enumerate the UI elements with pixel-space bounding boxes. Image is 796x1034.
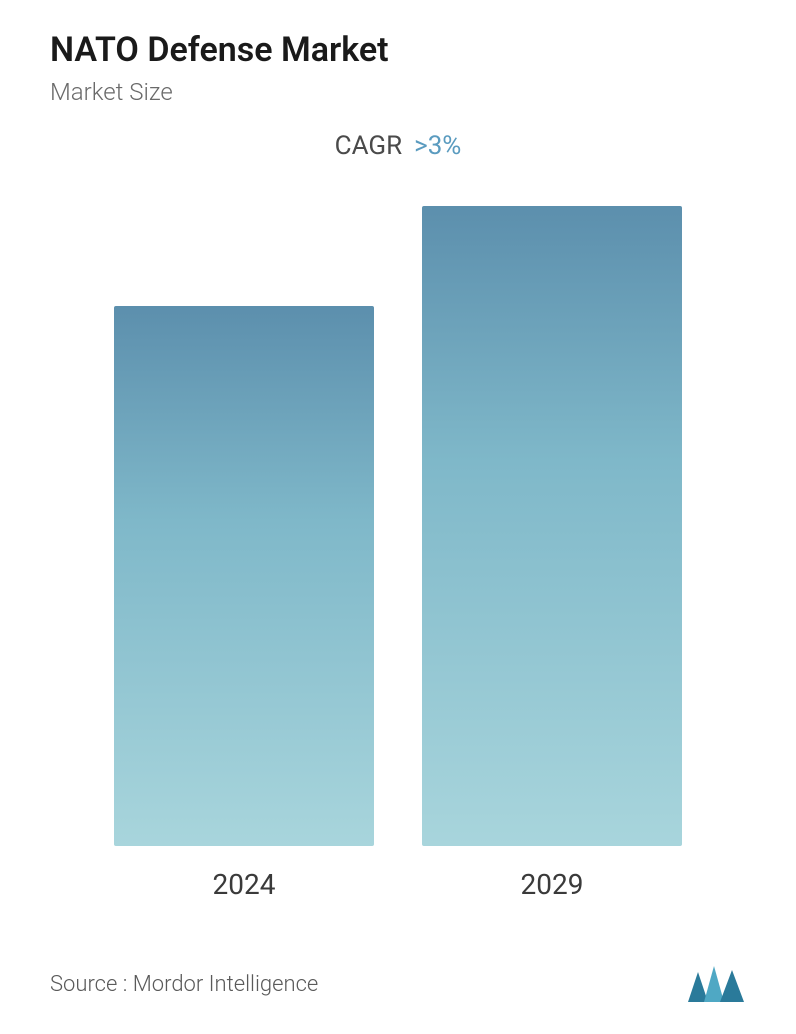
logo-part-2	[704, 966, 724, 1002]
source-value: Mordor Intelligence	[133, 972, 319, 997]
logo-part-1	[688, 972, 708, 1002]
source-label: Source :	[50, 972, 127, 997]
bar-group-1: 2029	[422, 206, 682, 901]
cagr-container: CAGR >3%	[50, 131, 746, 161]
chart-title: NATO Defense Market	[50, 30, 746, 70]
bar-group-0: 2024	[114, 306, 374, 901]
source-text: Source : Mordor Intelligence	[50, 972, 318, 997]
cagr-value: >3%	[414, 131, 461, 161]
bar-1	[422, 206, 682, 846]
logo-part-3	[720, 970, 744, 1002]
chart-subtitle: Market Size	[50, 78, 746, 106]
bar-0	[114, 306, 374, 846]
chart-area: 2024 2029	[50, 221, 746, 901]
bar-label-0: 2024	[213, 868, 276, 901]
bar-label-1: 2029	[521, 868, 584, 901]
logo-icon	[686, 964, 746, 1004]
footer: Source : Mordor Intelligence	[50, 964, 746, 1004]
cagr-label: CAGR	[335, 131, 402, 161]
